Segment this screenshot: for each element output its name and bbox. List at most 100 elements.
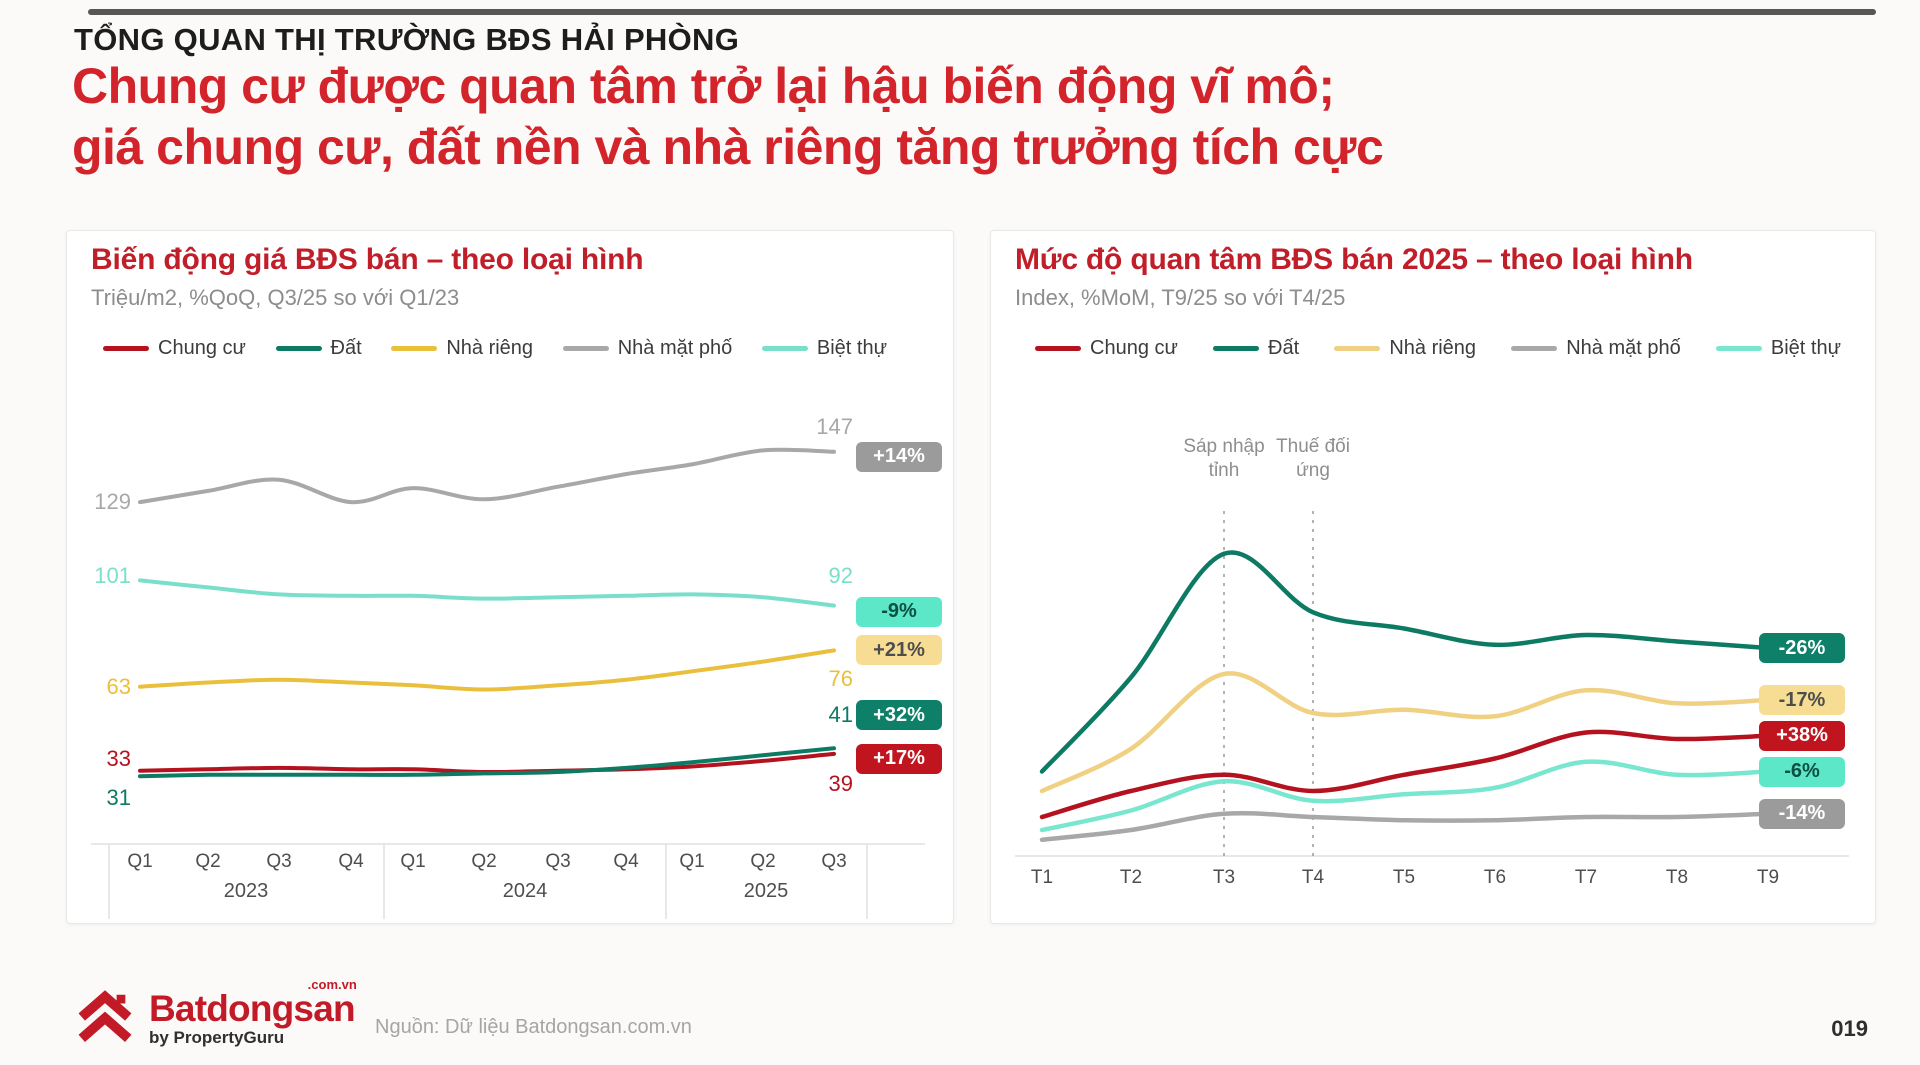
series-line-0 bbox=[1039, 729, 1771, 820]
start-value-label-1: 31 bbox=[106, 785, 131, 811]
chart-legend: Chung cư Đất Nhà riêng Nhà mặt phố Biệt thự bbox=[103, 337, 887, 360]
year-label-2023: 2023 bbox=[223, 880, 269, 902]
x-tick-2: T3 bbox=[1212, 867, 1236, 888]
legend-label: Đất bbox=[330, 337, 362, 359]
legend-label: Chung cư bbox=[1090, 337, 1178, 359]
change-badge-4: -6% bbox=[1759, 756, 1845, 787]
series-line-4 bbox=[1039, 759, 1771, 833]
legend-label: Chung cư bbox=[158, 337, 246, 359]
screen-edge-strip bbox=[88, 9, 1876, 15]
start-value-label-2: 63 bbox=[106, 673, 131, 699]
x-tick-6: Q3 bbox=[545, 851, 571, 872]
x-tick-5: T6 bbox=[1483, 867, 1507, 888]
legend-label: Đất bbox=[1268, 337, 1300, 359]
x-tick-0: T1 bbox=[1030, 867, 1054, 888]
start-value-label-3: 129 bbox=[94, 489, 131, 515]
chart-plot-area: Q1 Q2 Q3 Q4 Q1 Q2 Q3 Q4 Q1 Q2 Q3 2023 2024 2025 33 39 +1… bbox=[67, 231, 953, 923]
chart-panel-price-change: Biến động giá BĐS bán – theo loại hình T… bbox=[66, 230, 954, 924]
chart-title: Biến động giá BĐS bán – theo loại hình bbox=[91, 243, 644, 276]
legend-label: Biệt thự bbox=[1770, 337, 1841, 359]
legend-swatch bbox=[391, 346, 438, 351]
slide-title: Chung cư được quan tâm trở lại hậu biến … bbox=[72, 56, 1384, 178]
series-line-3 bbox=[138, 447, 836, 505]
logo-byline: by PropertyGuru bbox=[149, 1028, 285, 1047]
legend-swatch bbox=[562, 346, 609, 351]
x-tick-1: Q2 bbox=[195, 851, 221, 872]
end-value-label-1: 41 bbox=[828, 702, 853, 728]
legend-label: Nhà mặt phố bbox=[617, 337, 733, 359]
batdongsan-logo-icon bbox=[78, 990, 132, 1042]
change-badge-1: -26% bbox=[1759, 633, 1845, 663]
change-badge-1: +32% bbox=[856, 700, 942, 731]
x-tick-1: T2 bbox=[1119, 867, 1143, 888]
end-value-label-0: 39 bbox=[828, 770, 853, 796]
legend-item-2: Nhà riêng bbox=[391, 337, 533, 360]
chart-legend: Chung cư Đất Nhà riêng Nhà mặt phố Biệt thự bbox=[1035, 337, 1841, 360]
x-tick-9: Q2 bbox=[750, 851, 776, 872]
x-tick-4: T5 bbox=[1392, 867, 1416, 888]
start-value-label-0: 33 bbox=[106, 745, 131, 771]
batdongsan-logo: .com.vn Batdongsan by PropertyGuru bbox=[74, 977, 357, 1050]
legend-swatch bbox=[1715, 346, 1762, 351]
x-tick-3: T4 bbox=[1301, 867, 1325, 888]
change-badge-3: -14% bbox=[1759, 798, 1845, 829]
data-source-note: Nguồn: Dữ liệu Batdongsan.com.vn bbox=[375, 1016, 692, 1038]
end-value-label-3: 147 bbox=[816, 413, 853, 439]
legend-swatch bbox=[1213, 346, 1260, 351]
legend-label: Nhà riêng bbox=[446, 337, 534, 359]
legend-swatch bbox=[1511, 346, 1558, 351]
x-tick-3: Q4 bbox=[338, 851, 364, 872]
chart-panel-interest-index: Mức độ quan tâm BĐS bán 2025 – theo loại… bbox=[990, 230, 1876, 924]
x-tick-7: T8 bbox=[1665, 867, 1689, 888]
legend-swatch bbox=[275, 346, 322, 351]
end-value-label-4: 92 bbox=[828, 562, 853, 588]
slide-kicker: TỔNG QUAN THỊ TRƯỜNG BĐS HẢI PHÒNG bbox=[74, 22, 740, 57]
series-line-1 bbox=[138, 746, 836, 779]
legend-item-4: Biệt thự bbox=[761, 337, 887, 360]
series-line-2 bbox=[138, 648, 836, 692]
series-line-1 bbox=[1039, 550, 1771, 774]
x-tick-7: Q4 bbox=[613, 851, 639, 872]
change-badge-0: +38% bbox=[1759, 720, 1845, 751]
legend-label: Nhà riêng bbox=[1389, 337, 1477, 359]
chart-subtitle: Index, %MoM, T9/25 so với T4/25 bbox=[1015, 285, 1346, 310]
x-tick-4: Q1 bbox=[400, 851, 426, 872]
logo-wordmark: Batdongsan bbox=[149, 988, 356, 1029]
legend-swatch bbox=[761, 346, 808, 351]
legend-item-0: Chung cư bbox=[103, 337, 246, 360]
end-value-label-2: 76 bbox=[828, 666, 853, 692]
start-value-label-4: 101 bbox=[94, 563, 131, 589]
annotation-1: Sáp nhập tỉnh bbox=[1183, 436, 1265, 481]
chart-title: Mức độ quan tâm BĐS bán 2025 – theo loại… bbox=[1015, 243, 1693, 276]
page-number: 019 bbox=[1831, 1016, 1868, 1041]
x-tick-2: Q3 bbox=[266, 851, 292, 872]
series-line-3 bbox=[1039, 810, 1771, 843]
chart-subtitle: Triệu/m2, %QoQ, Q3/25 so với Q1/23 bbox=[91, 285, 460, 310]
annotation-2: Thuế đối ứng bbox=[1276, 436, 1350, 481]
change-badge-3: +14% bbox=[856, 441, 942, 472]
x-tick-6: T7 bbox=[1574, 867, 1598, 888]
legend-item-1: Đất bbox=[275, 337, 362, 360]
x-tick-0: Q1 bbox=[127, 851, 153, 872]
legend-item-0: Chung cư bbox=[1035, 337, 1178, 360]
legend-item-3: Nhà mặt phố bbox=[562, 337, 733, 360]
x-tick-8: Q1 bbox=[679, 851, 705, 872]
change-badge-4: -9% bbox=[856, 596, 942, 627]
legend-label: Nhà mặt phố bbox=[1566, 337, 1681, 359]
legend-item-1: Đất bbox=[1213, 337, 1299, 360]
x-tick-8: T9 bbox=[1756, 867, 1780, 888]
legend-item-2: Nhà riêng bbox=[1334, 337, 1476, 360]
slide-title-line-1: Chung cư được quan tâm trở lại hậu biến … bbox=[72, 58, 1335, 114]
legend-item-4: Biệt thự bbox=[1715, 337, 1841, 360]
legend-swatch bbox=[1035, 346, 1081, 351]
year-label-2024: 2024 bbox=[502, 880, 548, 902]
change-badge-2: -17% bbox=[1759, 685, 1845, 715]
x-tick-5: Q2 bbox=[471, 851, 497, 872]
slide-title-line-2: giá chung cư, đất nền và nhà riêng tăng … bbox=[72, 119, 1384, 175]
legend-swatch bbox=[1334, 346, 1381, 351]
change-badge-2: +21% bbox=[856, 635, 942, 666]
logo-suffix: .com.vn bbox=[307, 977, 357, 992]
year-label-2025: 2025 bbox=[743, 880, 789, 902]
legend-swatch bbox=[103, 346, 149, 351]
